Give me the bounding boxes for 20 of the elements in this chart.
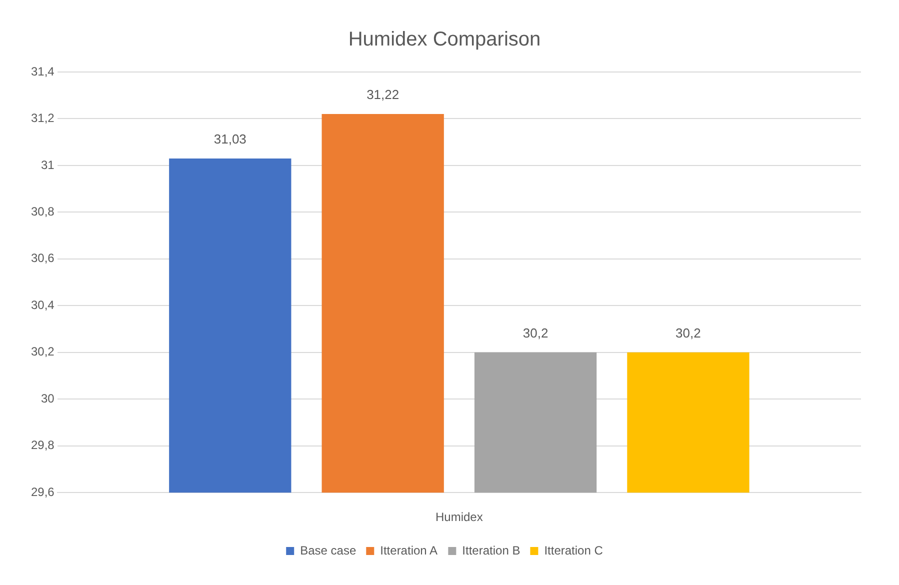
y-tick-label: 30,8 <box>30 204 55 219</box>
y-tick-label: 31 <box>40 158 55 172</box>
x-tick-label: Humidex <box>436 510 483 524</box>
y-tick-label: 31,2 <box>30 111 55 126</box>
y-tick-label: 30,6 <box>30 251 55 266</box>
legend-label: Base case <box>300 543 356 558</box>
y-tick-label: 29,6 <box>30 484 55 499</box>
legend-label: Itteration A <box>380 543 438 558</box>
data-label: 30,2 <box>522 325 548 340</box>
data-label: 31,22 <box>366 87 400 102</box>
legend-label: Itteration B <box>462 543 520 558</box>
y-tick-label: 29,8 <box>30 438 55 452</box>
y-tick-label: 30,2 <box>30 344 55 359</box>
data-label: 31,03 <box>214 132 246 147</box>
legend-label: Itteration C <box>544 543 604 558</box>
data-label: 30,2 <box>676 325 701 340</box>
chart-title: Humidex Comparison <box>348 28 541 51</box>
y-tick-label: 30 <box>40 391 55 406</box>
y-tick-label: 30,4 <box>30 298 55 312</box>
y-tick-label: 31,4 <box>30 64 55 78</box>
